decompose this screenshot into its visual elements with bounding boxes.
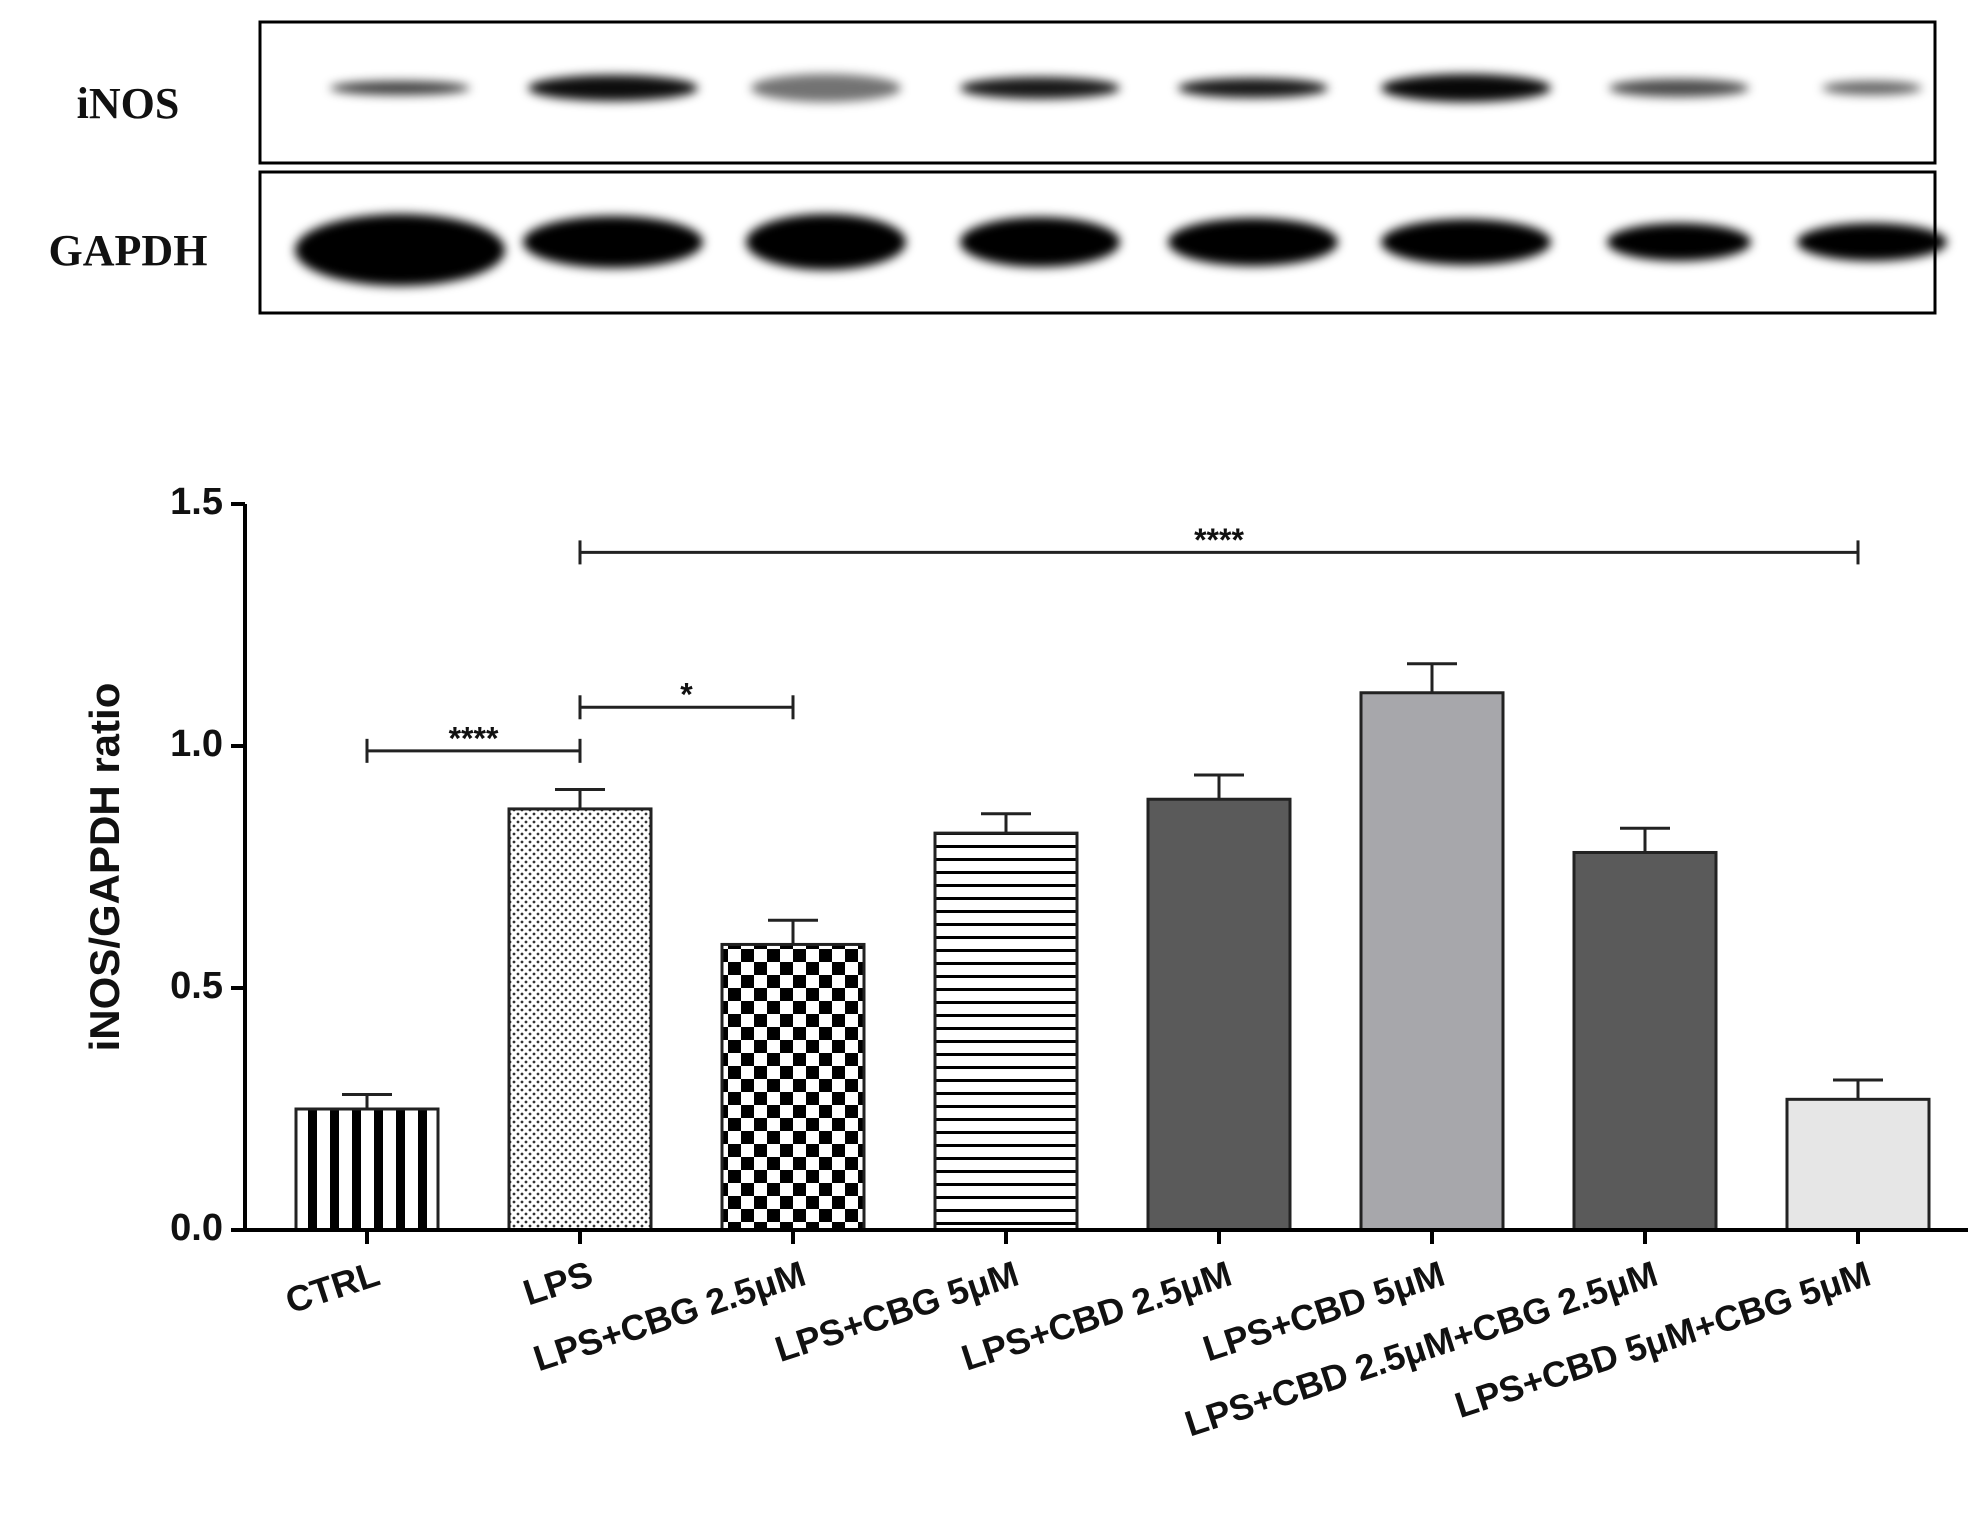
- significance-label: ****: [1194, 522, 1244, 558]
- band: [746, 214, 906, 270]
- band: [1381, 219, 1551, 265]
- band: [1607, 223, 1751, 261]
- bar: [294, 1107, 440, 1232]
- bar: [507, 807, 653, 1232]
- y-axis-title: iNOS/GAPDH ratio: [81, 683, 128, 1052]
- bar: [1785, 1097, 1931, 1232]
- blot-bands: [295, 74, 1947, 286]
- band: [330, 81, 470, 95]
- western-blot: iNOS GAPDH: [49, 20, 1947, 315]
- band: [1168, 218, 1338, 266]
- x-tick-label: LPS: [518, 1253, 597, 1314]
- bar: [1572, 850, 1718, 1232]
- y-tick-label: 1.5: [170, 481, 223, 523]
- blot-label: GAPDH: [49, 226, 208, 275]
- band: [1178, 78, 1328, 98]
- band: [523, 216, 703, 268]
- y-tick-label: 1.0: [170, 723, 223, 765]
- y-tick-label: 0.5: [170, 965, 223, 1007]
- band: [1822, 81, 1922, 95]
- band: [960, 77, 1120, 99]
- blot-label: iNOS: [77, 79, 180, 128]
- band: [960, 217, 1120, 267]
- bar: [1359, 691, 1505, 1232]
- y-tick-label: 0.0: [170, 1207, 223, 1249]
- band: [1381, 74, 1551, 102]
- band: [528, 75, 698, 101]
- band: [751, 74, 901, 102]
- x-tick-label: CTRL: [280, 1253, 384, 1322]
- band: [1609, 79, 1749, 97]
- bar: [720, 942, 866, 1232]
- significance-label: ****: [449, 720, 499, 756]
- band: [1797, 223, 1947, 261]
- bar: [1146, 797, 1292, 1232]
- band: [295, 214, 505, 286]
- bar: [933, 831, 1079, 1232]
- significance-label: *: [680, 677, 693, 713]
